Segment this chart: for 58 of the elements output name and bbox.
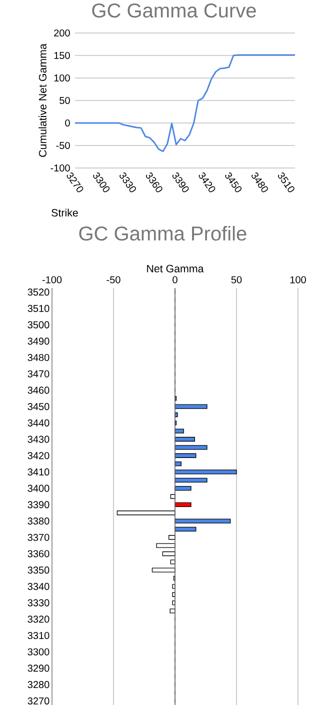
y-tick-label: 3400 [28,484,50,492]
y-tick-label: 3380 [28,517,50,525]
bar [174,436,196,442]
y-tick-label: 3320 [28,616,50,623]
bar [174,502,192,508]
y-tick-label: 3420 [28,452,50,460]
chart-title: GC Gamma Profile [79,226,246,241]
y-tick-label: 3350 [28,566,50,574]
bar [116,510,176,516]
x-tick-label: 50 [231,276,242,284]
bar [174,518,231,524]
y-tick-label: 3340 [28,582,50,590]
y-tick-label: 100 [54,74,70,82]
x-tick-label: 0 [172,276,178,284]
y-tick-label: 3270 [28,697,50,704]
bar [174,404,208,409]
y-tick-label: 3440 [28,419,50,426]
y-tick-label: 3520 [28,288,50,296]
chart-title: GC Gamma Curve [92,3,256,18]
bar [152,568,176,572]
bar [170,608,176,614]
x-tick-label: 100 [290,276,306,284]
bar [162,551,176,556]
y-tick-label: 3310 [28,632,50,640]
y-tick-label: 3370 [28,534,50,541]
y-tick-label: 3360 [28,550,50,558]
y-tick-label: 3410 [28,468,50,476]
x-tick-label: -50 [106,276,120,284]
y-tick-label: 3300 [28,648,50,656]
x-axis-title: Strike [52,208,78,217]
y-tick-label: -50 [56,142,70,150]
y-tick-label: 3330 [28,599,50,606]
x-axis-title: Net Gamma [147,264,204,272]
y-tick-label: 3290 [28,664,50,672]
y-tick-label: 150 [54,52,70,60]
y-tick-label: 3450 [28,403,50,410]
bar [174,526,196,532]
y-tick-label: 200 [54,29,70,37]
y-tick-label: 3280 [28,681,50,688]
y-tick-label: -100 [50,164,70,172]
y-tick-label: 50 [60,96,70,104]
y-tick-label: 3470 [28,370,50,378]
bar [156,543,176,548]
y-tick-label: 3430 [28,436,50,443]
y-tick-label: 3500 [28,321,50,328]
y-tick-label: 3480 [28,354,50,362]
bar [174,486,192,491]
bar [174,453,196,458]
bar [174,478,208,482]
y-tick-label: 3490 [28,338,50,345]
y-tick-label: 3390 [28,501,50,508]
y-axis-title: Cumulative Net Gamma [38,44,46,157]
x-tick-label: -100 [42,276,62,284]
bar [174,445,208,450]
y-tick-label: 3510 [28,304,50,312]
y-tick-label: 3460 [28,386,50,394]
y-tick-label: 0 [65,119,70,127]
bar [174,470,237,474]
